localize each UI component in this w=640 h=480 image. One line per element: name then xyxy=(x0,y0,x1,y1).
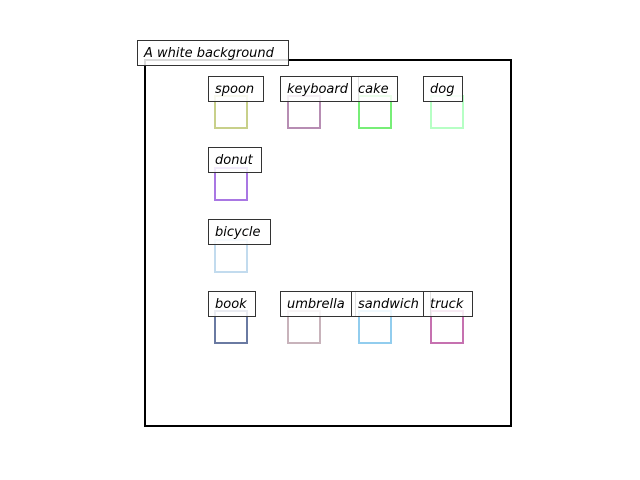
bicycle-label: bicycle xyxy=(208,219,271,245)
sandwich-label: sandwich xyxy=(351,291,431,317)
scene-caption: A white background xyxy=(137,40,289,66)
spoon-label: spoon xyxy=(208,76,264,102)
keyboard-label: keyboard xyxy=(280,76,359,102)
umbrella-label: umbrella xyxy=(280,291,356,317)
truck-label: truck xyxy=(423,291,473,317)
scene-frame xyxy=(144,59,512,427)
dog-label: dog xyxy=(423,76,463,102)
donut-label: donut xyxy=(208,147,262,173)
book-label: book xyxy=(208,291,256,317)
cake-label: cake xyxy=(351,76,398,102)
